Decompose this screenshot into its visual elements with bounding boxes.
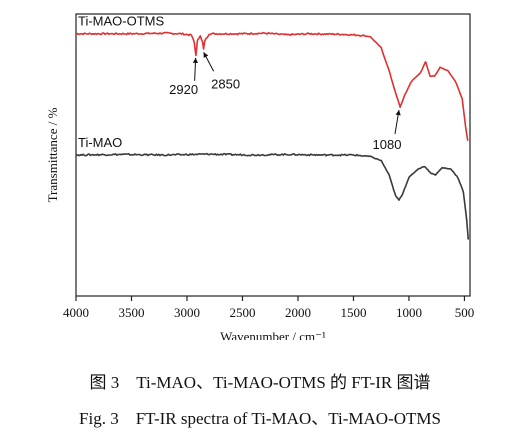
peak-label-2850: 2850 (211, 76, 240, 91)
x-tick-label: 500 (455, 305, 475, 320)
annotation-arrowhead (395, 110, 401, 116)
x-tick-label: 3500 (118, 305, 144, 320)
series-label: Ti-MAO (78, 135, 122, 150)
figure-caption-english: Fig. 3 FT-IR spectra of Ti-MAO、Ti-MAO-OT… (79, 409, 441, 428)
x-tick-label: 2500 (229, 305, 255, 320)
x-tick-label: 3000 (174, 305, 200, 320)
figure-caption-chinese: 图 3 Ti-MAO、Ti-MAO-OTMS 的 FT-IR 图谱 (89, 373, 431, 392)
x-tick-label: 1500 (340, 305, 366, 320)
peak-label-2920: 2920 (169, 82, 198, 97)
series-line-ti-mao-otms (75, 31, 469, 142)
x-tick-label: 4000 (63, 305, 89, 320)
x-axis-title: Wavenumber / cm⁻¹ (220, 329, 326, 340)
peak-label-1080: 1080 (373, 137, 402, 152)
series-label: Ti-MAO-OTMS (78, 14, 164, 29)
annotation-arrowhead (192, 57, 199, 63)
x-tick-label: 2000 (285, 305, 311, 320)
ftir-chart: 4000 3500 3000 2500 2000 1500 1000 500 Wavenumbe… (45, 13, 475, 340)
series-line-ti-mao (75, 152, 470, 240)
annotation-arrowhead (203, 52, 209, 58)
y-axis-title: Transmittance / % (45, 107, 60, 202)
x-tick-label: 1000 (396, 305, 422, 320)
